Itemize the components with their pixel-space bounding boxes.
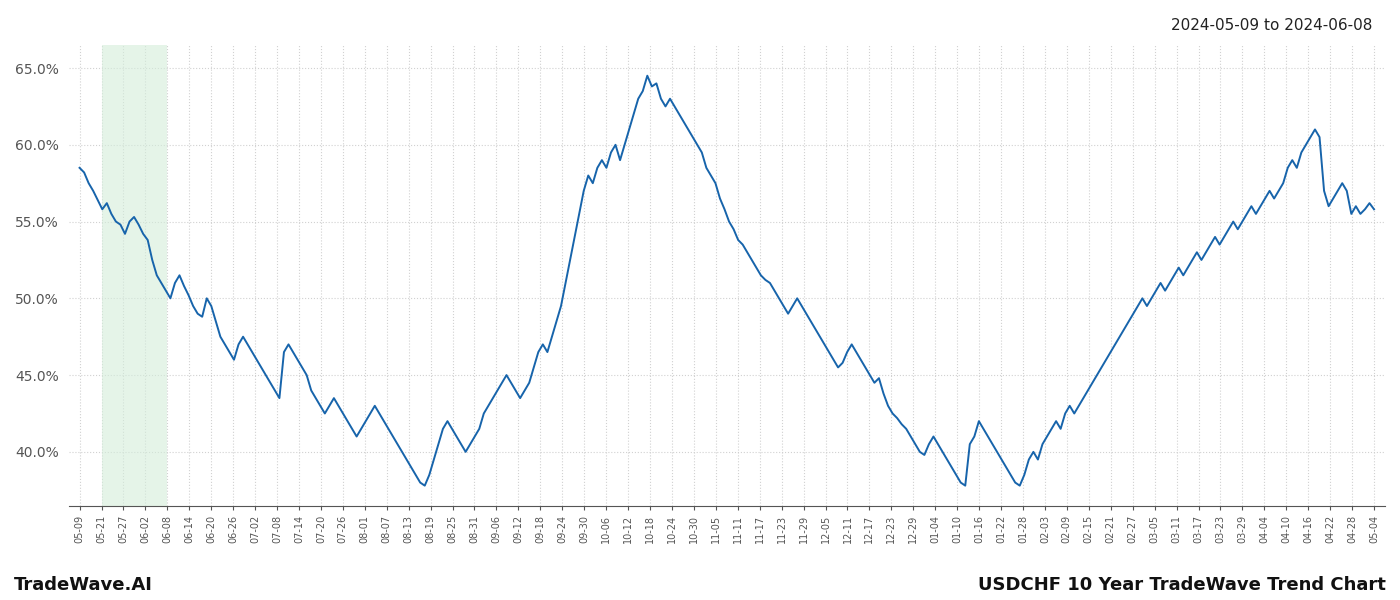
Text: TradeWave.AI: TradeWave.AI: [14, 576, 153, 594]
Text: USDCHF 10 Year TradeWave Trend Chart: USDCHF 10 Year TradeWave Trend Chart: [979, 576, 1386, 594]
Text: 2024-05-09 to 2024-06-08: 2024-05-09 to 2024-06-08: [1170, 18, 1372, 33]
Bar: [102, 45, 168, 506]
